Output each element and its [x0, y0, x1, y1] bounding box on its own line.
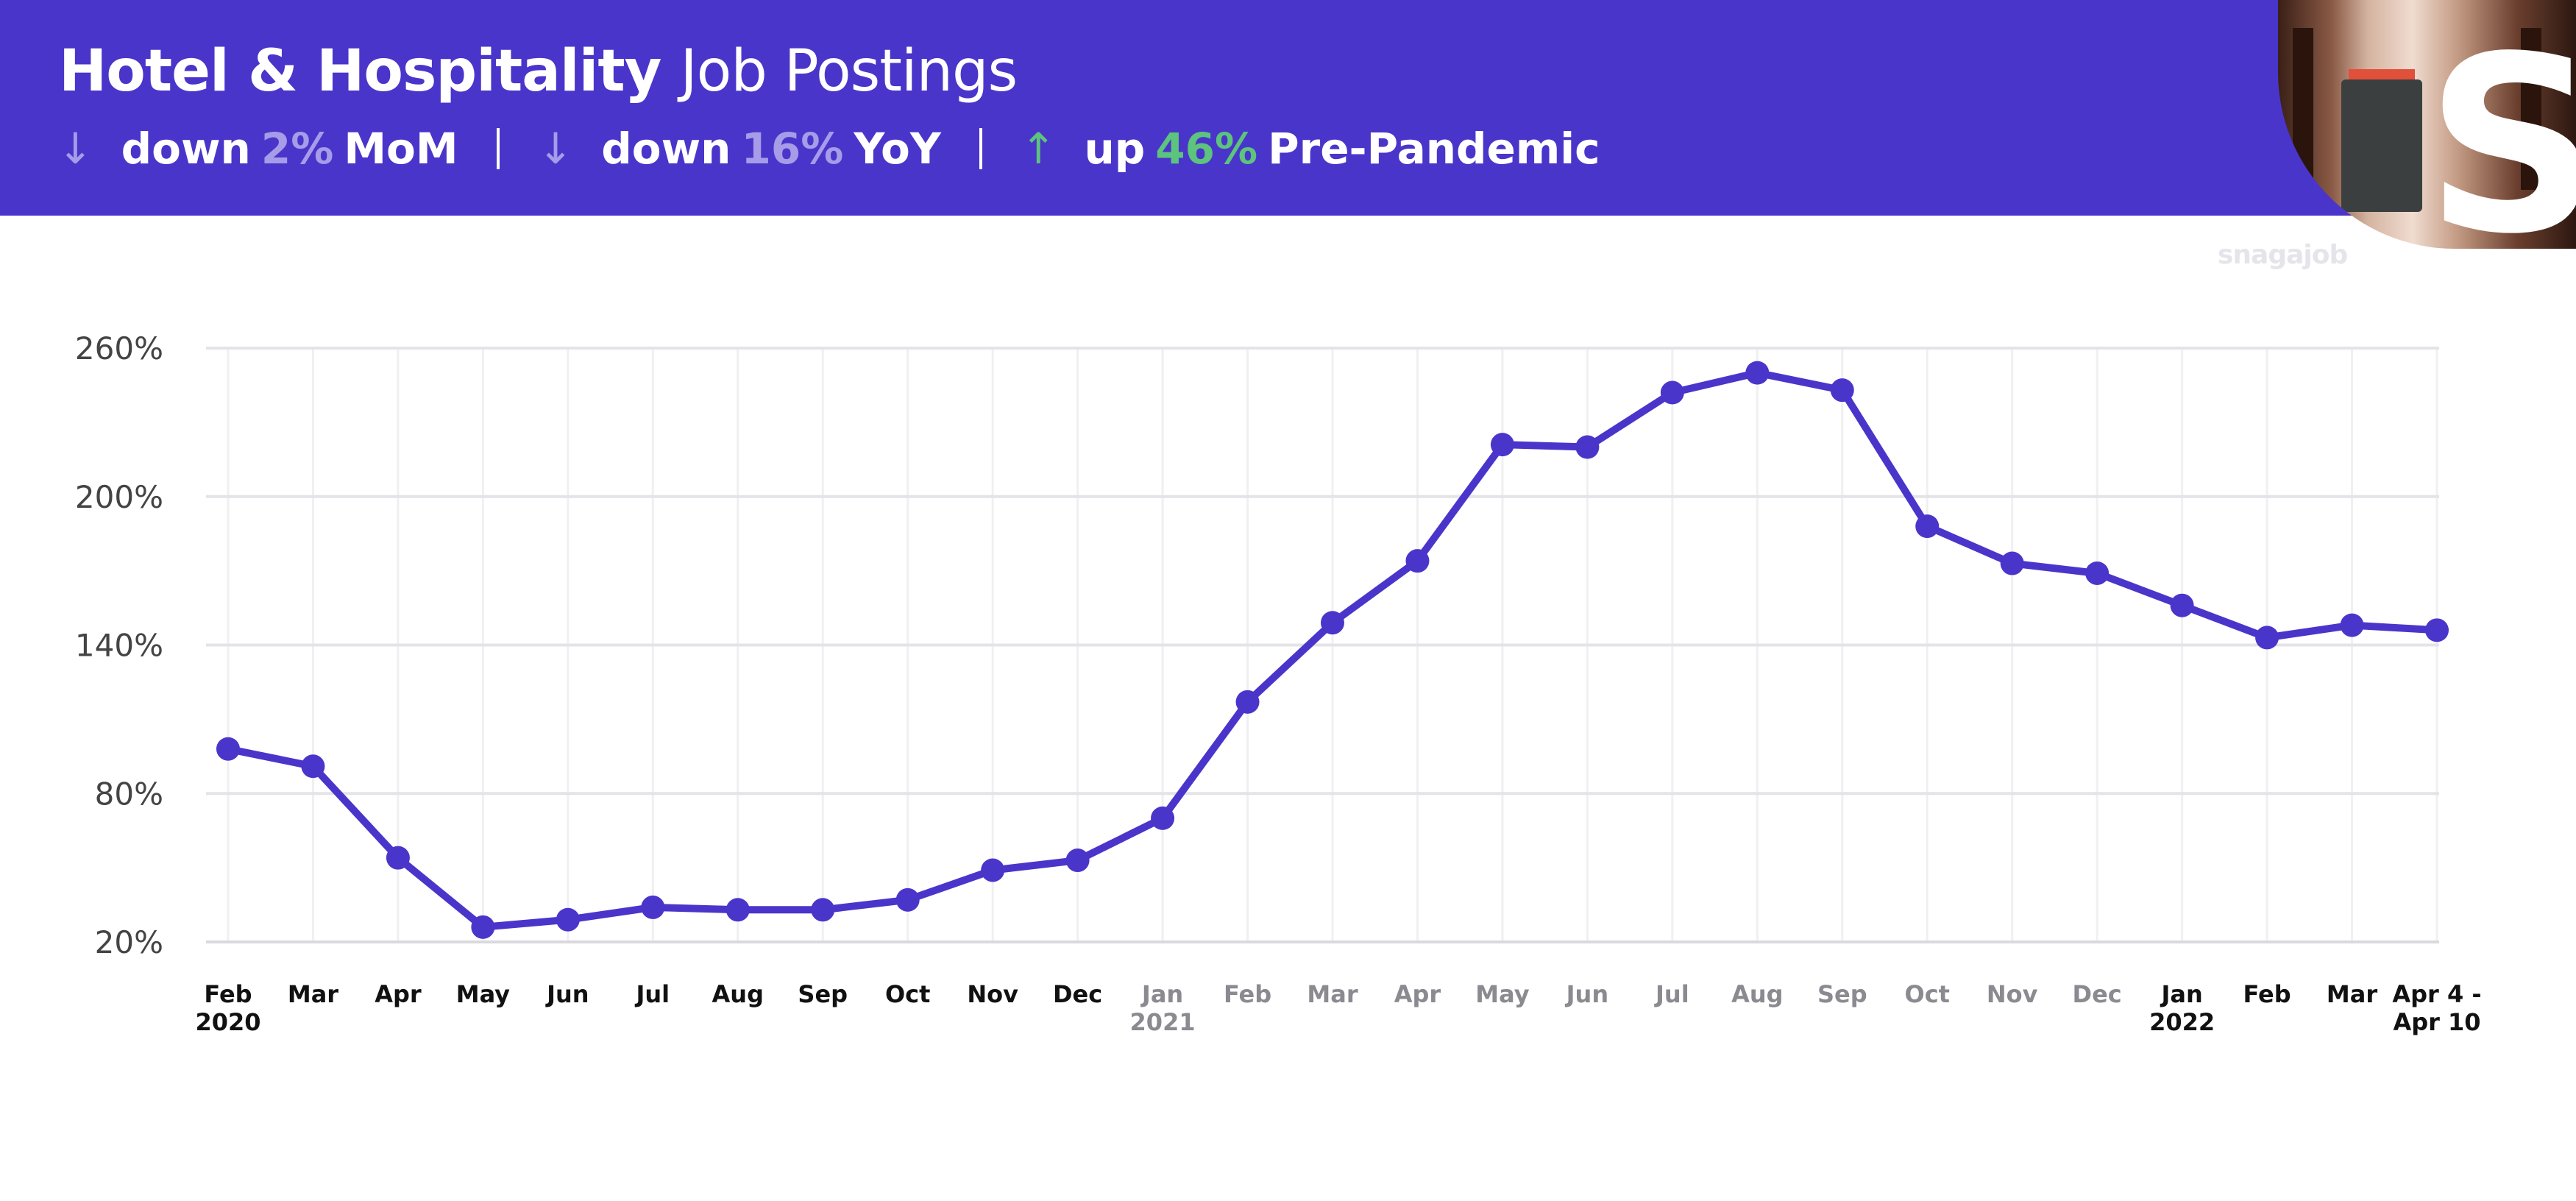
- stat-mom-suffix: MoM: [344, 124, 458, 174]
- x-tick-label: Jun: [1565, 980, 1608, 1008]
- stat-pre-pandemic: ↑ up 46% Pre-Pandemic: [1021, 124, 1600, 174]
- data-point: [725, 898, 750, 922]
- stat-separator: [496, 128, 500, 169]
- data-point: [895, 888, 920, 912]
- data-point: [2425, 618, 2449, 642]
- y-axis: 20% 80% 140% 200% 260%: [75, 330, 163, 960]
- photo-door: [2521, 28, 2541, 190]
- stat-mom-prefix: down: [121, 124, 251, 174]
- x-tick-sublabel: 2020: [195, 1008, 260, 1036]
- data-point: [1405, 549, 1430, 573]
- stat-yoy: ↓ down 16% YoY: [538, 124, 941, 174]
- data-point: [556, 907, 580, 932]
- photo-door: [2293, 28, 2313, 190]
- brand-wordmark: snagajob: [2218, 240, 2348, 270]
- data-point: [1490, 433, 1514, 457]
- x-tick-label: Feb: [2243, 980, 2291, 1008]
- y-tick-label: 200%: [75, 479, 163, 515]
- stat-mom-value: 2%: [260, 124, 334, 174]
- x-tick-label: Jan: [1140, 980, 1183, 1008]
- page-title: Hotel & Hospitality Job Postings: [59, 31, 1018, 112]
- stat-pre-pandemic-suffix: Pre-Pandemic: [1268, 124, 1600, 174]
- arrow-down-icon: ↓: [57, 124, 93, 174]
- x-tick-label: Oct: [1904, 980, 1949, 1008]
- snagajob-logo-icon: S: [2425, 4, 2576, 249]
- data-point: [471, 915, 495, 939]
- data-point: [811, 898, 835, 922]
- data-point: [1575, 435, 1600, 459]
- x-tick-label: May: [456, 980, 510, 1008]
- data-point: [2085, 561, 2110, 585]
- x-tick-label: Apr 4 -: [2392, 980, 2481, 1008]
- data-point: [1830, 378, 1854, 403]
- data-point: [1915, 514, 1940, 539]
- header-banner: Hotel & Hospitality Job Postings ↓ down …: [0, 0, 2576, 216]
- x-tick-label: Aug: [712, 980, 764, 1008]
- x-tick-label: Mar: [2327, 980, 2377, 1008]
- data-point: [2340, 613, 2364, 637]
- x-tick-label: Jul: [1654, 980, 1689, 1008]
- x-tick-label: Feb: [204, 980, 252, 1008]
- y-tick-label: 20%: [95, 924, 163, 960]
- stat-yoy-suffix: YoY: [854, 124, 941, 174]
- title-bold: Hotel & Hospitality: [59, 38, 662, 104]
- stat-separator: [979, 128, 982, 169]
- x-tick-label: Jun: [545, 980, 589, 1008]
- data-point: [301, 754, 325, 779]
- x-tick-label: Apr: [1394, 980, 1441, 1008]
- y-tick-label: 80%: [95, 776, 163, 812]
- arrow-down-icon: ↓: [537, 124, 574, 174]
- x-tick-label: Dec: [2073, 980, 2122, 1008]
- x-tick-label: Sep: [1817, 980, 1867, 1008]
- stat-pre-pandemic-prefix: up: [1084, 124, 1146, 174]
- stat-yoy-value: 16%: [741, 124, 844, 174]
- data-point: [1321, 611, 1344, 635]
- data-point: [1660, 380, 1684, 405]
- x-tick-label: Mar: [288, 980, 338, 1008]
- x-tick-label: Feb: [1224, 980, 1271, 1008]
- data-point: [2170, 593, 2194, 617]
- x-tick-label: May: [1475, 980, 1529, 1008]
- x-tick-label: Sep: [798, 980, 848, 1008]
- data-point: [1151, 806, 1175, 830]
- x-tick-label: Oct: [885, 980, 930, 1008]
- x-tick-label: Jan: [2160, 980, 2202, 1008]
- x-tick-label: Jul: [634, 980, 670, 1008]
- stat-pre-pandemic-value: 46%: [1155, 124, 1258, 174]
- data-point: [1745, 361, 1770, 385]
- stat-mom: ↓ down 2% MoM: [57, 124, 458, 174]
- data-point: [1065, 849, 1090, 873]
- arrow-up-icon: ↑: [1020, 124, 1057, 174]
- x-tick-label: Nov: [1987, 980, 2038, 1008]
- data-point: [2000, 551, 2024, 575]
- x-tick-label: Dec: [1053, 980, 1102, 1008]
- x-tick-sublabel: 2022: [2149, 1008, 2215, 1036]
- x-tick-label: Aug: [1731, 980, 1783, 1008]
- stat-yoy-prefix: down: [601, 124, 731, 174]
- x-tick-label: Nov: [967, 980, 1018, 1008]
- data-point: [2255, 626, 2279, 650]
- x-tick-label: Apr: [375, 980, 422, 1008]
- x-tick-label: Mar: [1307, 980, 1358, 1008]
- data-point: [216, 737, 240, 761]
- data-point: [641, 895, 665, 919]
- y-tick-label: 140%: [75, 628, 163, 664]
- photo-cart: [2341, 79, 2422, 212]
- data-point: [386, 846, 410, 870]
- x-tick-sublabel: 2021: [1130, 1008, 1196, 1036]
- data-points: [216, 361, 2449, 939]
- grid-horizontal: [206, 347, 2439, 943]
- data-point: [1235, 690, 1260, 714]
- data-point: [981, 858, 1005, 882]
- title-light: Job Postings: [680, 38, 1018, 104]
- y-tick-label: 260%: [75, 330, 163, 366]
- x-tick-sublabel: Apr 10: [2393, 1008, 2480, 1036]
- stats-row: ↓ down 2% MoM ↓ down 16% YoY ↑ up 46% Pr…: [57, 119, 1600, 178]
